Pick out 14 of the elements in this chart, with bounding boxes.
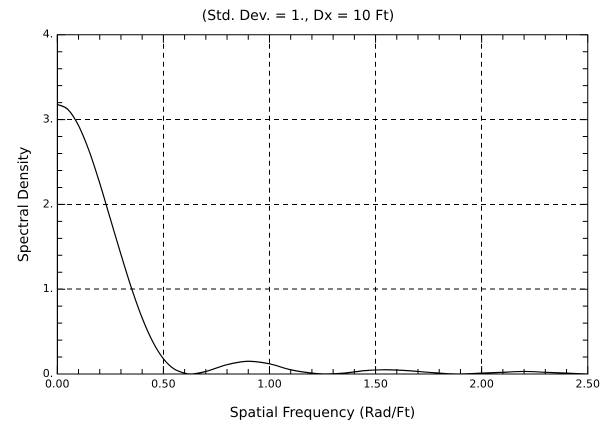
- x-tick-label: 2.50: [576, 377, 600, 390]
- x-axis-title: Spatial Frequency (Rad/Ft): [230, 405, 416, 422]
- x-tick-label: 1.00: [257, 377, 282, 390]
- x-tick-label: 0.00: [45, 377, 70, 390]
- y-tick-label: 4.: [42, 28, 54, 41]
- y-tick-label: 0.: [42, 366, 54, 380]
- y-tick-label: 2.: [42, 197, 54, 210]
- x-tick-label: 2.00: [469, 377, 494, 390]
- y-tick-label: 3.: [42, 112, 54, 126]
- x-tick-label: 1.50: [363, 377, 388, 390]
- x-tick-label: 0.50: [151, 377, 176, 390]
- y-axis-title: Spectral Density: [16, 146, 32, 262]
- chart-title: (Std. Dev. = 1., Dx = 10 Ft): [202, 8, 394, 24]
- y-tick-label: 1.: [42, 282, 54, 296]
